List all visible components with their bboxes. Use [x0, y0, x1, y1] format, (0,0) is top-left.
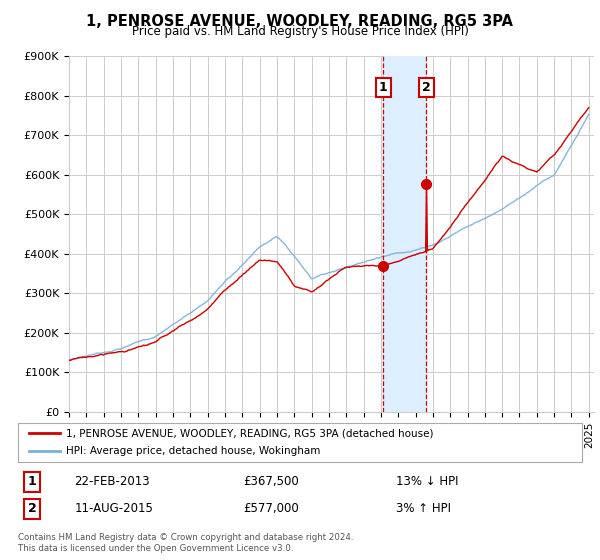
Text: 1: 1: [379, 81, 388, 94]
Text: £367,500: £367,500: [244, 475, 299, 488]
Text: Price paid vs. HM Land Registry's House Price Index (HPI): Price paid vs. HM Land Registry's House …: [131, 25, 469, 38]
Bar: [383, 56, 426, 412]
Text: 3% ↑ HPI: 3% ↑ HPI: [396, 502, 451, 515]
Text: 1, PENROSE AVENUE, WOODLEY, READING, RG5 3PA (detached house): 1, PENROSE AVENUE, WOODLEY, READING, RG5…: [66, 428, 433, 438]
Text: 1: 1: [28, 475, 37, 488]
Text: 22-FEB-2013: 22-FEB-2013: [74, 475, 150, 488]
Text: 2: 2: [28, 502, 37, 515]
Text: 2: 2: [422, 81, 431, 94]
Text: 13% ↓ HPI: 13% ↓ HPI: [396, 475, 458, 488]
Text: HPI: Average price, detached house, Wokingham: HPI: Average price, detached house, Woki…: [66, 446, 320, 456]
Text: 11-AUG-2015: 11-AUG-2015: [74, 502, 153, 515]
Text: 1, PENROSE AVENUE, WOODLEY, READING, RG5 3PA: 1, PENROSE AVENUE, WOODLEY, READING, RG5…: [86, 14, 514, 29]
Text: Contains HM Land Registry data © Crown copyright and database right 2024.
This d: Contains HM Land Registry data © Crown c…: [18, 533, 353, 553]
Text: £577,000: £577,000: [244, 502, 299, 515]
